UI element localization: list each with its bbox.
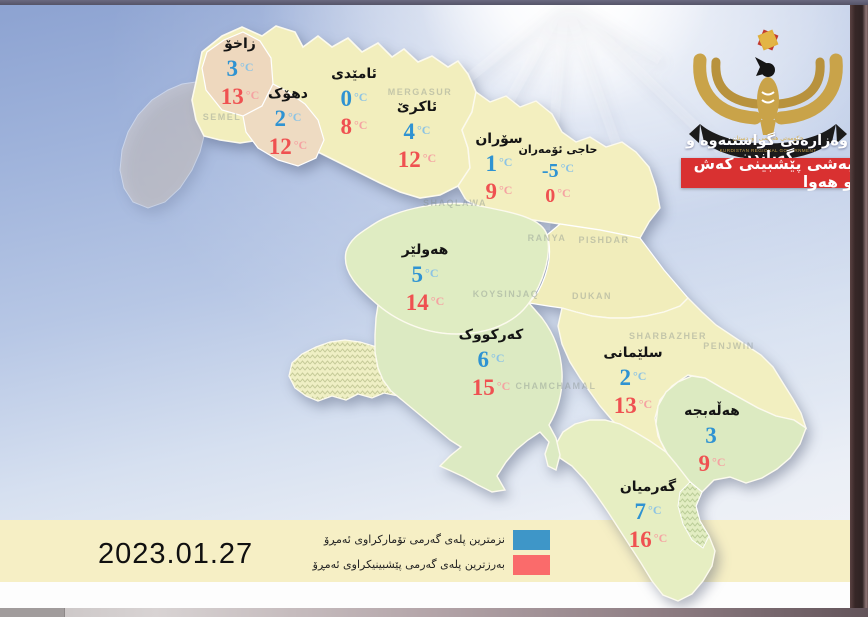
legend-band (0, 520, 868, 582)
max-temp: 12 °C (268, 134, 308, 159)
bottom-white-strip (0, 582, 868, 608)
city-haji-omaran: حاجی ئۆمەران -5 °C 0 °C (519, 143, 598, 208)
city-halabja: هەڵەبجە 3 9 °C (684, 403, 740, 477)
min-temp: 6 °C (477, 347, 505, 372)
eagle-icon (693, 53, 843, 135)
department-banner-label: بەشی پێشبینی کەش و هەوا (693, 155, 853, 191)
legend-max-swatch (513, 554, 550, 575)
legend-max-label: بەرزترین پلەی گەرمی پێشبینیکراوی ئەمڕۆ (312, 558, 505, 571)
city-garmian: گەرمیان 7 °C 16 °C (620, 479, 676, 553)
city-name: هەولێر (401, 242, 449, 258)
city-name: سلێمانی (603, 345, 663, 361)
window-top-border (0, 0, 868, 5)
district-watermark: SHAQLAWA (423, 198, 487, 208)
max-temp: 13 °C (613, 393, 653, 418)
max-temp: 15 °C (471, 375, 511, 400)
window-right-border (850, 5, 868, 608)
region-garmian-hatched (677, 481, 710, 549)
window-bottom-border (0, 608, 868, 617)
min-temp: 4 °C (403, 119, 431, 144)
ribbon-text-kurdish: حکومەتی هەرێمی کوردستان (732, 135, 803, 142)
city-erbil: هەولێر 5 °C 14 °C (402, 242, 449, 316)
city-name: زاخۆ (224, 36, 256, 52)
min-temp: 5 °C (411, 262, 439, 287)
city-sulaymaniyah: سلێمانی 2 °C 13 °C (603, 345, 662, 419)
ribbon-banner: حکومەتی هەرێمی کوردستان KURDISTAN REGION… (689, 124, 847, 160)
city-amedi: ئامێدی 0 °C 8 °C (331, 66, 377, 140)
min-temp: 7 °C (634, 499, 662, 524)
min-temp: 2 °C (274, 106, 302, 131)
district-watermark: CHAMCHAMAL (516, 381, 597, 391)
region-kirkuk (374, 301, 563, 493)
max-temp: 9 °C (698, 451, 726, 476)
city-name: ئامێدی (331, 66, 377, 82)
max-temp: 8 °C (340, 114, 368, 139)
district-watermark: PENJWIN (703, 341, 755, 351)
ribbon-text-english: KURDISTAN REGIONAL GOVERNMENT (720, 148, 817, 153)
city-name: حاجی ئۆمەران (518, 143, 598, 156)
district-watermark: KOYSINJAQ (473, 289, 540, 299)
district-watermark: PISHDAR (578, 235, 629, 245)
city-akre: ئاکرێ 4 °C 12 °C (397, 99, 437, 173)
sun-icon (757, 29, 779, 51)
city-zakho: زاخۆ 3 °C 13 °C (221, 36, 259, 110)
max-temp: 12 °C (397, 147, 437, 172)
city-name: کەرکووک (458, 327, 524, 343)
krg-emblem-logo: حکومەتی هەرێمی کوردستان KURDISTAN REGION… (689, 29, 847, 160)
window-bottom-border-segment (0, 608, 65, 617)
region-zakho (201, 31, 274, 117)
region-duhok (242, 83, 325, 167)
legend: نزمترین پلەی گەرمی تۆمارکراوی ئەمڕۆ بەرز… (260, 528, 550, 578)
min-temp: 0 °C (340, 86, 368, 111)
legend-row-max: بەرزترین پلەی گەرمی پێشبینیکراوی ئەمڕۆ (260, 553, 550, 576)
legend-min-swatch (513, 529, 550, 550)
city-name: گەرمیان (619, 479, 677, 495)
district-watermark: SEMEL (203, 112, 242, 122)
min-temp: 2 °C (619, 365, 647, 390)
min-temp: -5 °C (541, 160, 575, 182)
legend-row-min: نزمترین پلەی گەرمی تۆمارکراوی ئەمڕۆ (260, 528, 550, 551)
district-watermark: MERGASUR (388, 87, 453, 97)
department-banner: بەشی پێشبینی کەش و هەوا (681, 155, 853, 191)
forecast-date: 2023.01.27 (98, 538, 254, 570)
legend-min-label: نزمترین پلەی گەرمی تۆمارکراوی ئەمڕۆ (323, 533, 505, 546)
max-temp: 13 °C (220, 84, 260, 109)
city-name: سۆران (475, 131, 523, 147)
city-duhok: دهۆک 2 °C 12 °C (268, 86, 308, 160)
city-kirkuk: کەرکووک 6 °C 15 °C (459, 327, 524, 401)
city-name: هەڵەبجە (684, 403, 740, 419)
region-northeast (457, 90, 661, 239)
max-temp: 9 °C (485, 179, 513, 204)
max-temp: 0 °C (545, 185, 571, 207)
max-temp: 14 °C (405, 290, 445, 315)
district-watermark: SHARBAZHER (629, 331, 707, 341)
min-temp: 3 °C (226, 56, 254, 81)
min-temp: 1 °C (485, 151, 513, 176)
region-halabja (655, 375, 807, 493)
city-soran: سۆران 1 °C 9 °C (475, 131, 522, 205)
district-watermark: DUKAN (572, 291, 612, 301)
min-temp: 3 (705, 423, 717, 448)
max-temp: 16 °C (628, 527, 668, 552)
district-watermark: RANYA (528, 233, 567, 243)
city-name: دهۆک (267, 86, 309, 102)
city-name: ئاکرێ (396, 99, 438, 115)
district-watermarks: SEMEL MERGASUR SHAQLAWA RANYA PISHDAR KO… (203, 87, 755, 391)
